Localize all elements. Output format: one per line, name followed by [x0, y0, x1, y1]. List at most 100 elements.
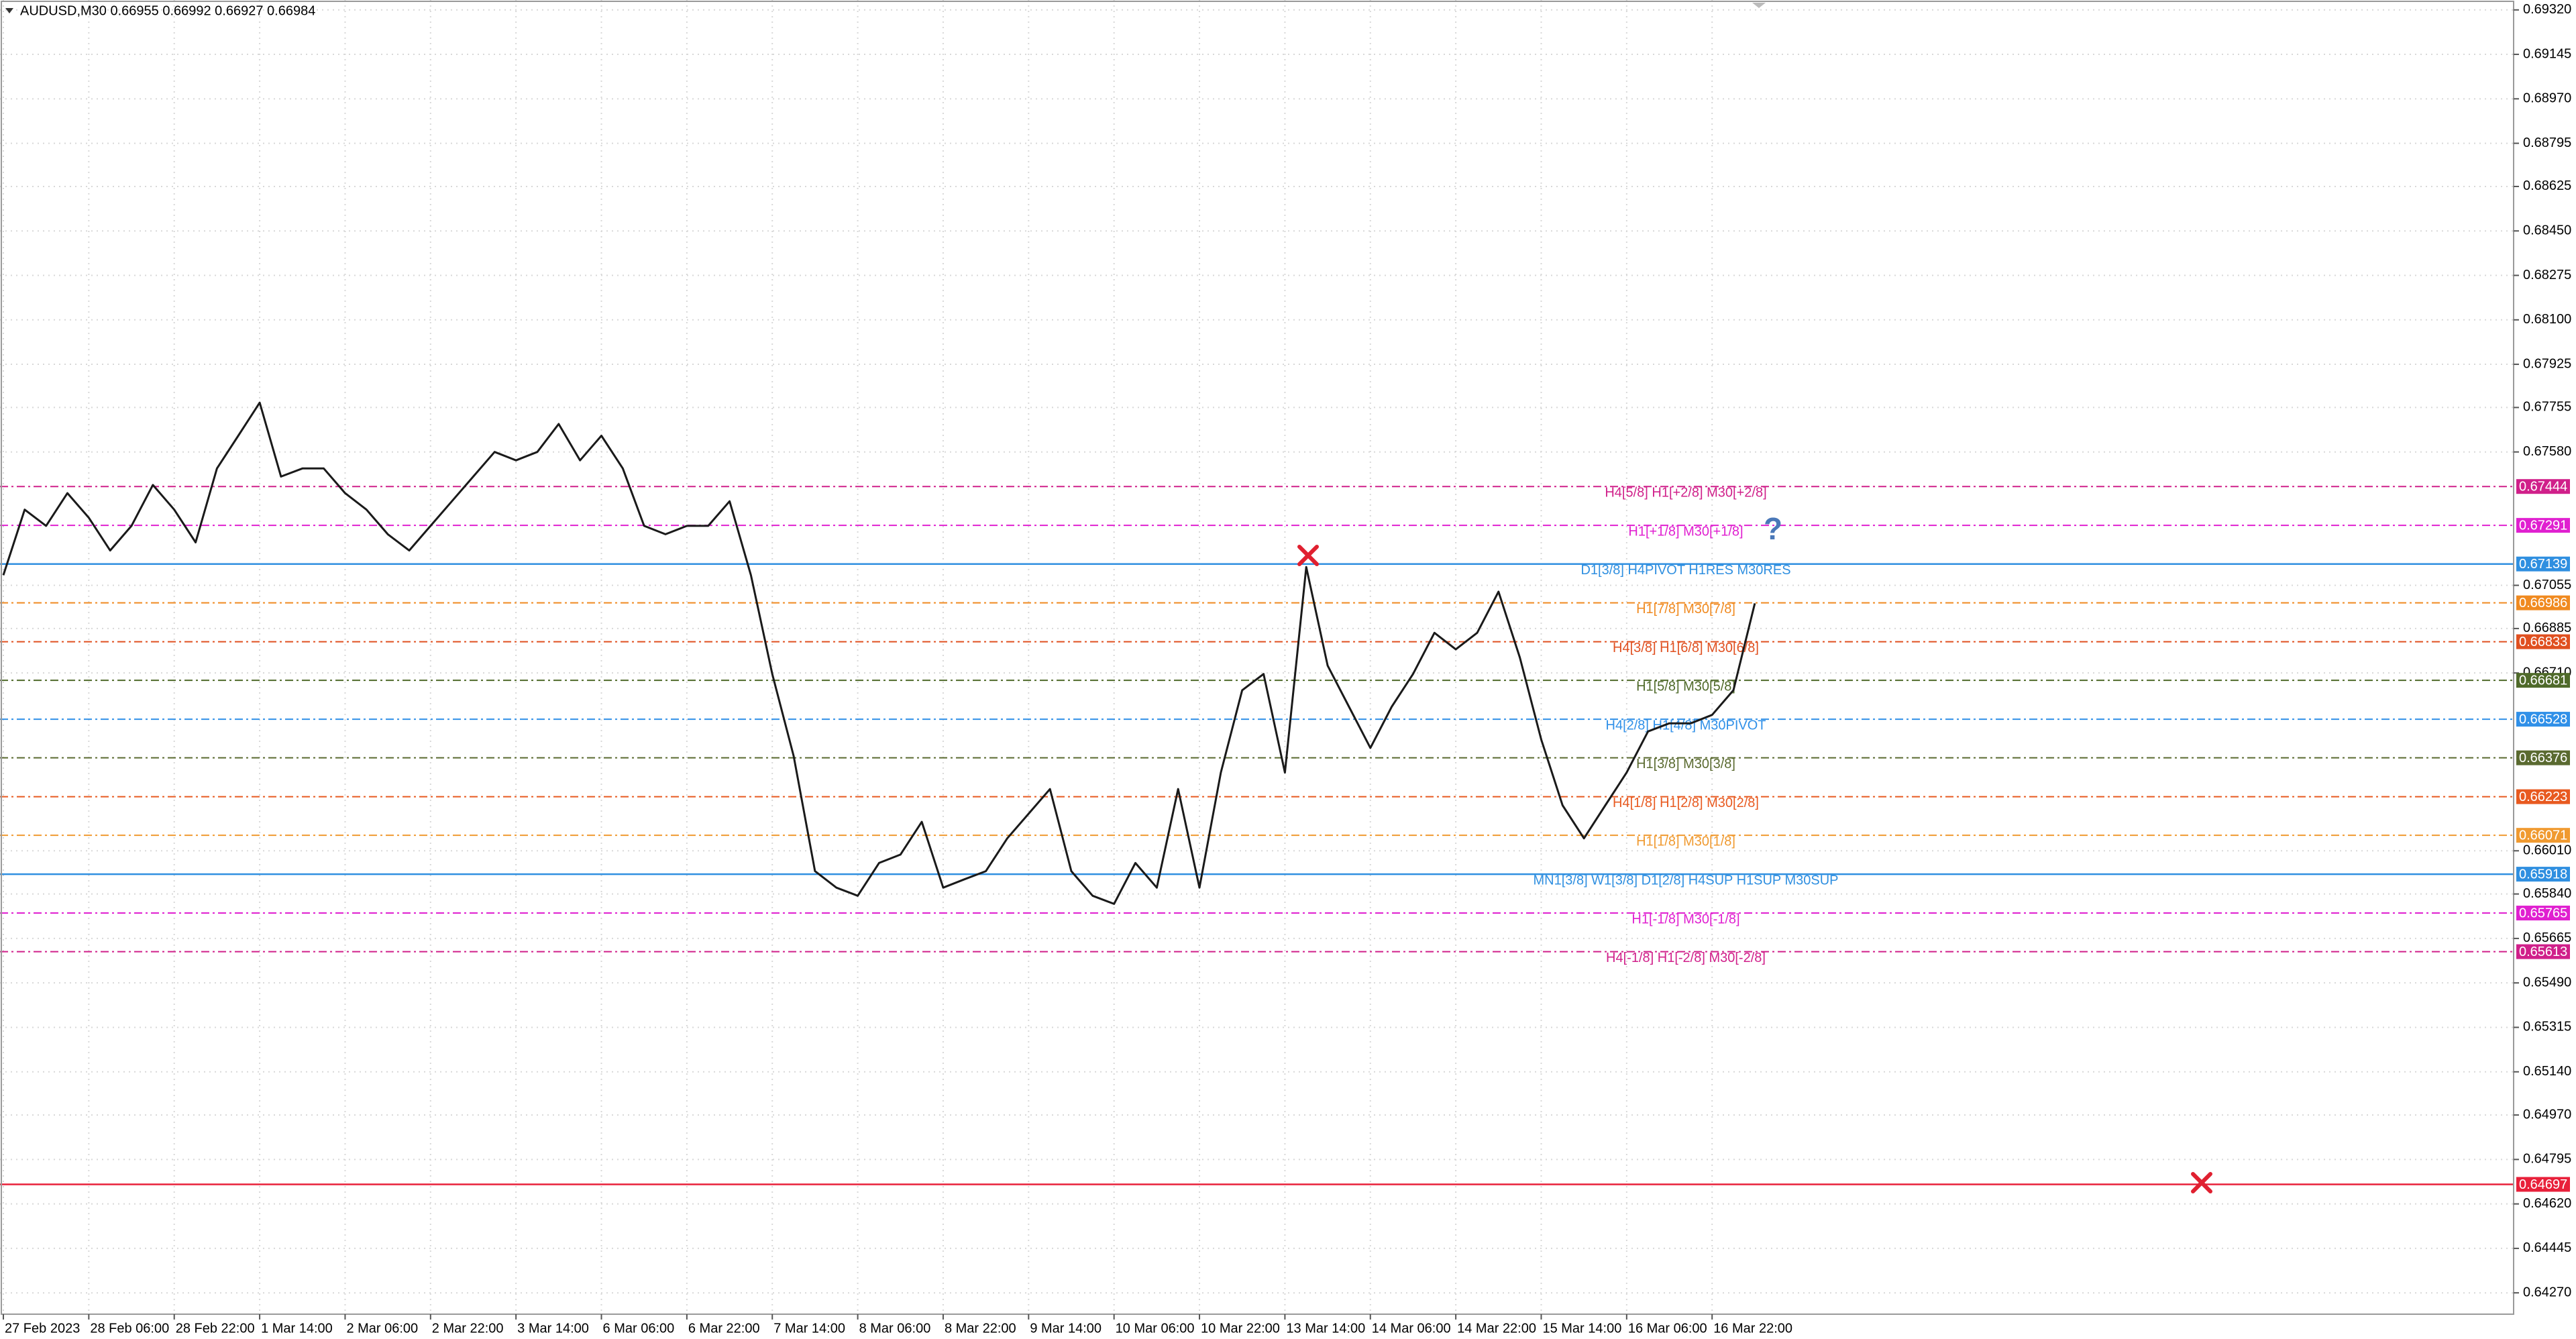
price-box [2516, 479, 2570, 494]
price-box [2516, 673, 2570, 688]
y-tick-label: 0.65840 [2523, 886, 2571, 901]
x-tick-label: 14 Mar 06:00 [1372, 1321, 1451, 1336]
x-tick-label: 2 Mar 22:00 [432, 1321, 504, 1336]
price-box-label: 0.67291 [2519, 518, 2567, 533]
chart-title: AUDUSD,M30 0.66955 0.66992 0.66927 0.669… [20, 3, 315, 18]
y-tick-label: 0.64620 [2523, 1196, 2571, 1211]
price-box [2516, 867, 2570, 882]
x-tick-label: 13 Mar 14:00 [1286, 1321, 1365, 1336]
cross-marker [1297, 545, 2212, 1193]
y-tick-label: 0.67925 [2523, 356, 2571, 371]
y-tick-label: 0.67755 [2523, 400, 2571, 415]
price-line [2, 401, 1756, 905]
price-box [2516, 712, 2570, 727]
cross-stroke [1297, 545, 1319, 566]
y-tick-label: 0.64970 [2523, 1107, 2571, 1122]
cross-stroke [2191, 1172, 2212, 1193]
level-label: H4[2/8] H1[4/8] M30PIVOT [1606, 718, 1766, 733]
level-label: H1[-1/8] M30[-1/8] [1631, 912, 1739, 926]
level-label: D1[3/8] H4PIVOT H1RES M30RES [1580, 563, 1790, 578]
price-box [2516, 750, 2570, 765]
x-tick-label: 6 Mar 06:00 [603, 1321, 675, 1336]
level-label: H1[7/8] M30[7/8] [1636, 602, 1735, 617]
price-box [2516, 634, 2570, 649]
price-box [2516, 828, 2570, 843]
x-tick-label: 10 Mar 06:00 [1116, 1321, 1195, 1336]
price-box-label: 0.66833 [2519, 635, 2567, 649]
price-box-label: 0.66376 [2519, 751, 2567, 765]
price-box-label: 0.66528 [2519, 712, 2567, 727]
y-tick-label: 0.65315 [2523, 1020, 2571, 1034]
x-tick-label: 16 Mar 06:00 [1628, 1321, 1707, 1336]
y-tick-label: 0.68100 [2523, 312, 2571, 327]
x-tick-label: 9 Mar 14:00 [1030, 1321, 1102, 1336]
x-tick-label: 10 Mar 22:00 [1201, 1321, 1280, 1336]
x-tick-label: 8 Mar 06:00 [859, 1321, 931, 1336]
y-tick-label: 0.65665 [2523, 930, 2571, 945]
plot-frame [1, 1, 2514, 1315]
x-tick-label: 14 Mar 22:00 [1457, 1321, 1536, 1336]
x-tick-label: 2 Mar 06:00 [346, 1321, 418, 1336]
level-label: H4[5/8] H1[+2/8] M30[+2/8] [1605, 485, 1766, 500]
x-tick-label: 8 Mar 22:00 [945, 1321, 1016, 1336]
level-label: H4[1/8] H1[2/8] M30[2/8] [1613, 796, 1759, 810]
price-box-label: 0.66681 [2519, 673, 2567, 688]
menu-arrow [5, 8, 13, 13]
x-tick-label: 28 Feb 22:00 [176, 1321, 255, 1336]
level-label: H4[-1/8] H1[-2/8] M30[-2/8] [1606, 951, 1766, 965]
price-box-label: 0.66223 [2519, 790, 2567, 804]
y-tick-label: 0.66885 [2523, 621, 2571, 635]
y-tick-label: 0.67055 [2523, 578, 2571, 592]
level-label: MN1[3/8] W1[3/8] D1[2/8] H4SUP H1SUP M30… [1533, 873, 1838, 888]
y-tick-label: 0.65490 [2523, 975, 2571, 989]
price-box [2516, 518, 2570, 533]
level-label: H1[1/8] M30[1/8] [1636, 834, 1735, 849]
price-box [2516, 906, 2570, 921]
x-tick-label: 28 Feb 06:00 [90, 1321, 169, 1336]
x-tick-label: 16 Mar 22:00 [1713, 1321, 1792, 1336]
x-tick-label: 27 Feb 2023 [5, 1321, 80, 1336]
x-tick-label: 3 Mar 14:00 [517, 1321, 589, 1336]
y-tick-label: 0.65140 [2523, 1064, 2571, 1079]
y-tick-label: 0.67580 [2523, 444, 2571, 459]
price-box-label: 0.66986 [2519, 596, 2567, 610]
price-box-label: 0.65918 [2519, 867, 2567, 881]
price-box-label: 0.66071 [2519, 828, 2567, 843]
price-box-label: 0.64697 [2519, 1177, 2567, 1192]
y-tick-label: 0.69145 [2523, 46, 2571, 61]
price-box [2516, 944, 2570, 959]
y-tick-label: 0.69320 [2523, 2, 2571, 17]
y-tick-label: 0.68625 [2523, 178, 2571, 193]
price-box [2516, 1177, 2570, 1192]
grid [0, 0, 2514, 1314]
x-tick-label: 7 Mar 14:00 [773, 1321, 845, 1336]
price-box-label: 0.65613 [2519, 945, 2567, 959]
scroll-marker [1752, 3, 1766, 8]
y-tick-label: 0.64445 [2523, 1240, 2571, 1255]
y-tick-label: 0.64795 [2523, 1152, 2571, 1167]
question-icon: ? [1764, 511, 1782, 546]
price-box-label: 0.65765 [2519, 906, 2567, 920]
y-tick-label: 0.68450 [2523, 223, 2571, 238]
price-box-label: 0.67444 [2519, 479, 2567, 494]
level-label: H1[5/8] M30[5/8] [1636, 679, 1735, 694]
price-box [2516, 789, 2570, 804]
price-box [2516, 556, 2570, 572]
y-tick-label: 0.68275 [2523, 268, 2571, 282]
x-tick-label: 6 Mar 22:00 [688, 1321, 760, 1336]
y-tick-label: 0.66010 [2523, 843, 2571, 858]
y-tick-label: 0.68795 [2523, 136, 2571, 150]
y-tick-label: 0.68970 [2523, 91, 2571, 106]
y-tick-label: 0.64270 [2523, 1285, 2571, 1299]
x-tick-label: 15 Mar 14:00 [1542, 1321, 1621, 1336]
price-box-label: 0.67139 [2519, 557, 2567, 572]
level-label: H1[+1/8] M30[+1/8] [1628, 524, 1743, 539]
x-tick-label: 1 Mar 14:00 [261, 1321, 333, 1336]
price [2, 401, 1756, 905]
levels: H4[5/8] H1[+2/8] M30[+2/8] H1[+1/8] M30[+… [0, 485, 2514, 1185]
level-label: H4[3/8] H1[6/8] M30[6/8] [1613, 641, 1759, 655]
level-label: H1[3/8] M30[3/8] [1636, 757, 1735, 771]
price-box [2516, 595, 2570, 610]
